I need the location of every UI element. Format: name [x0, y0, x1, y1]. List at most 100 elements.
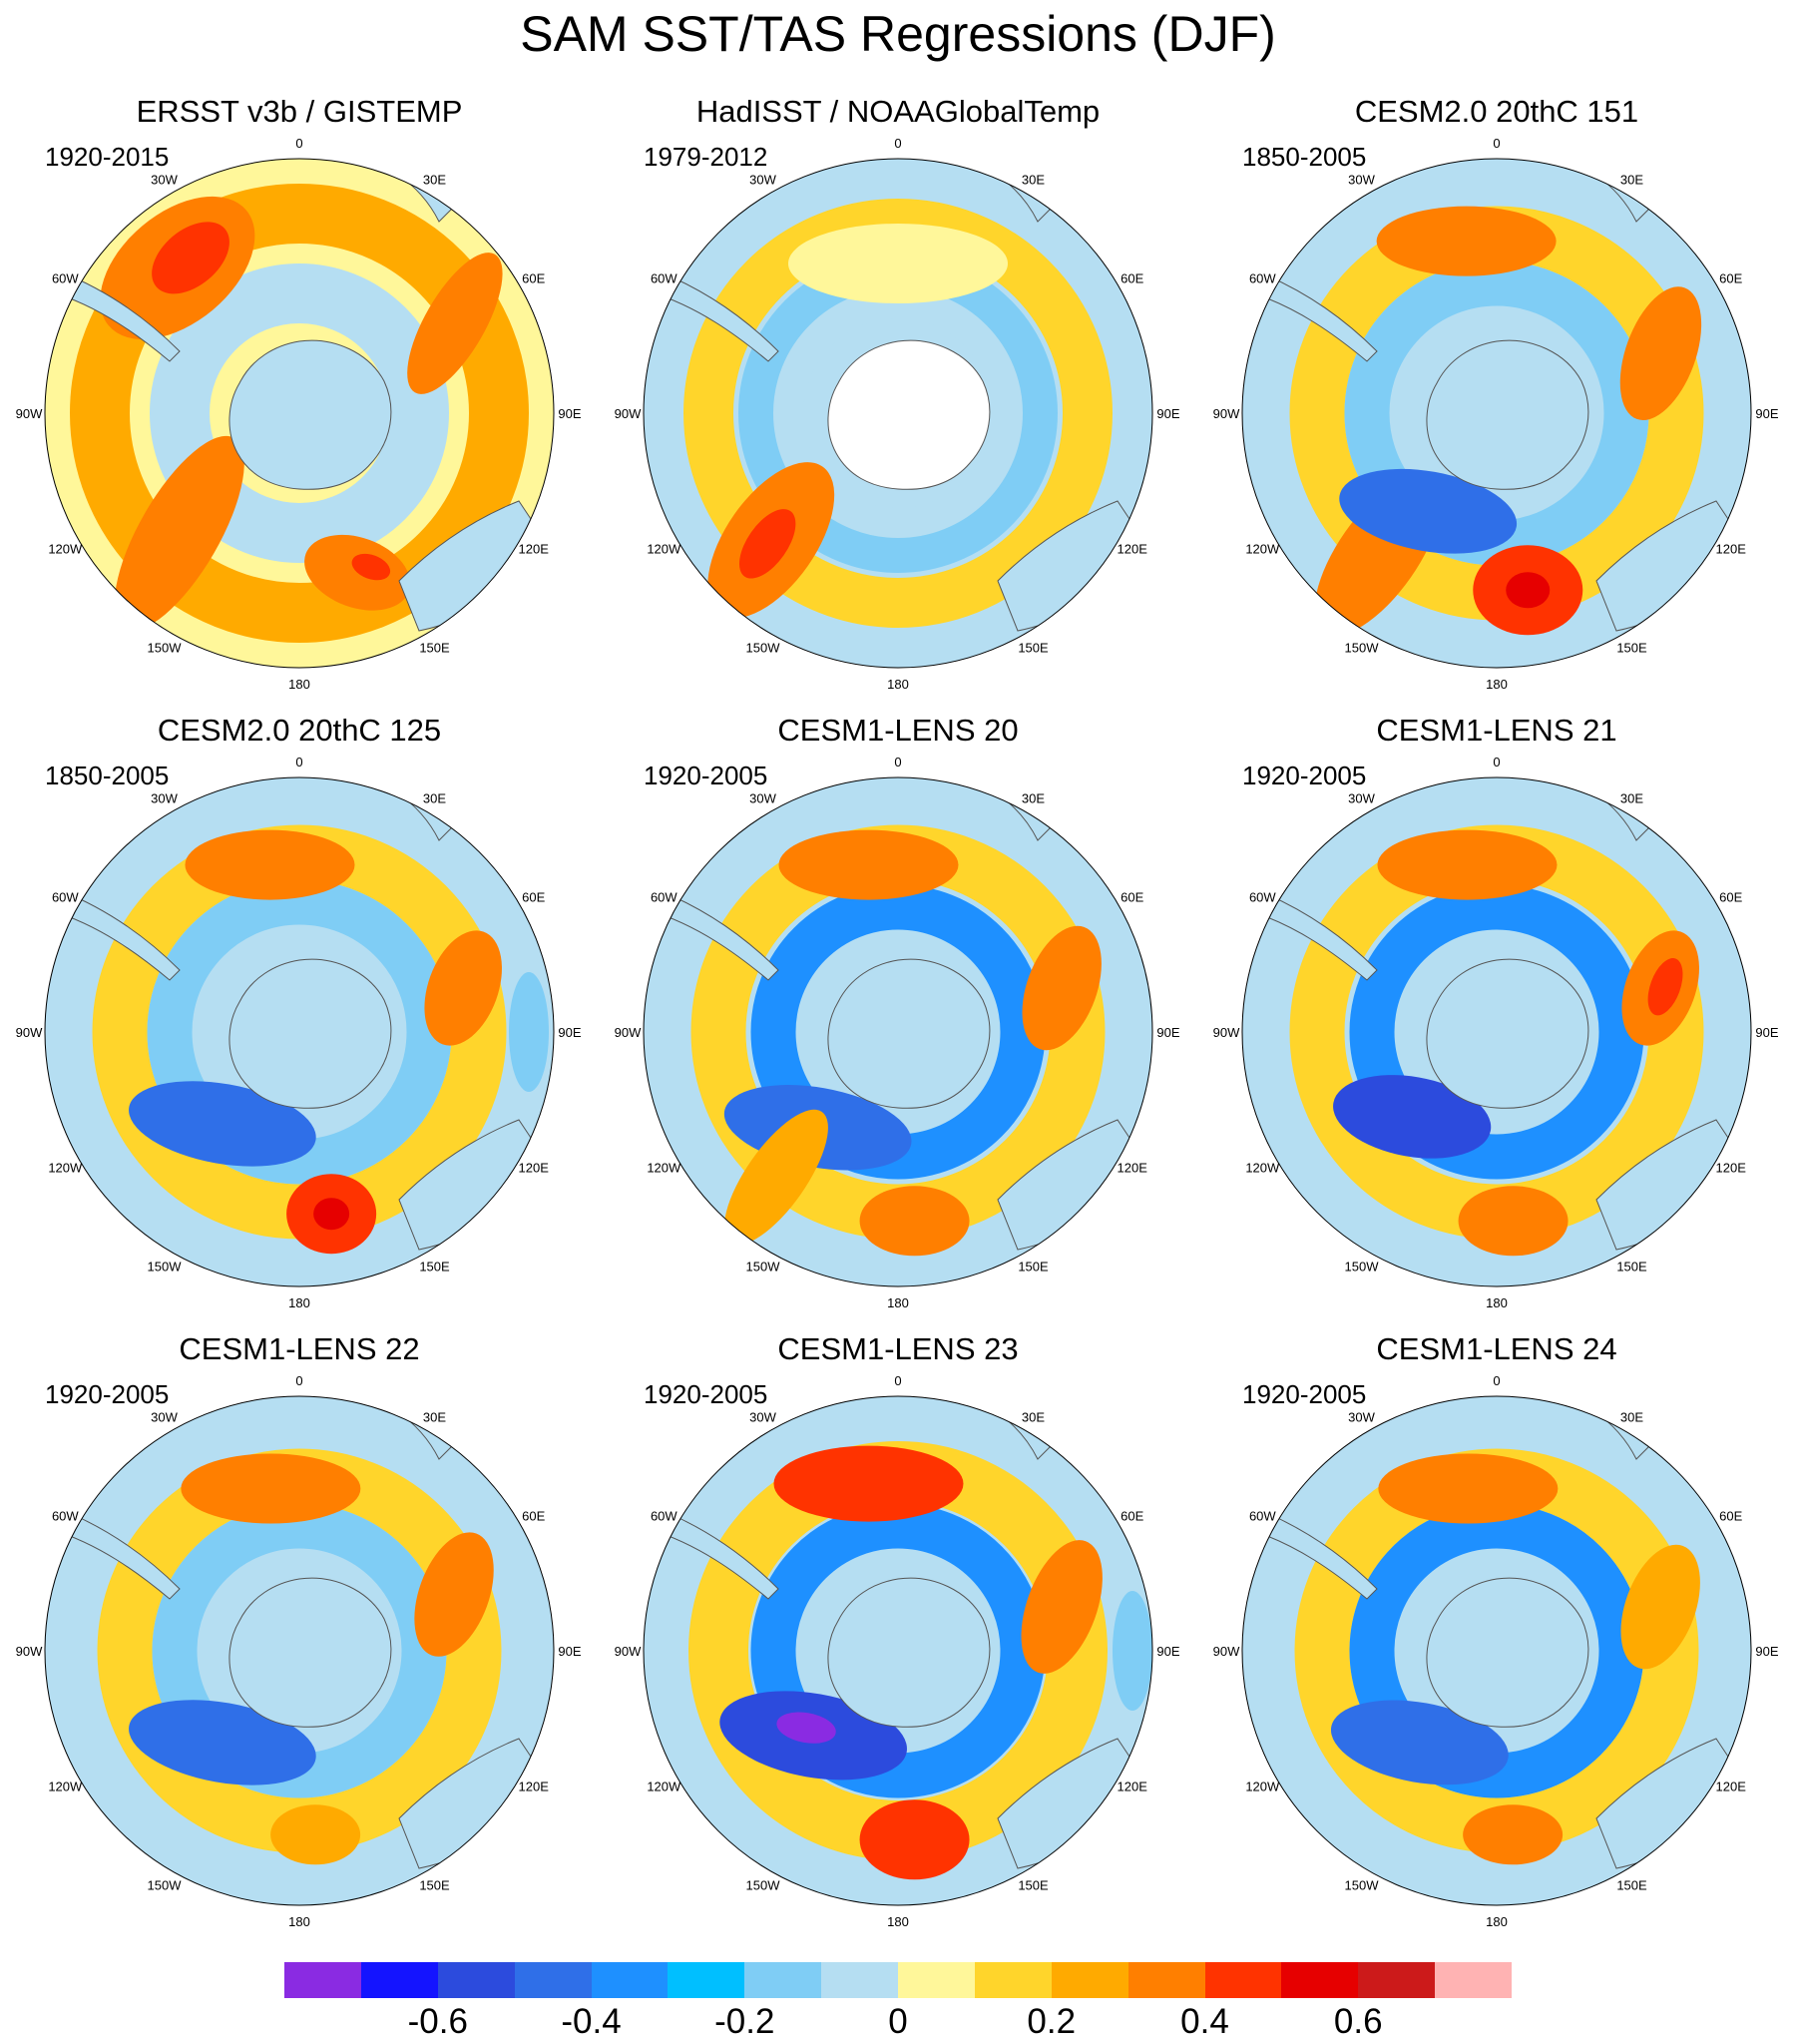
longitude-label: 180: [1486, 677, 1508, 692]
panel-title: CESM1-LENS 24: [1376, 1331, 1617, 1366]
anomaly-region: [1022, 925, 1102, 1051]
anomaly-region: [1339, 468, 1518, 554]
longitude-label: 30W: [1348, 790, 1375, 805]
longitude-label: 120W: [48, 1780, 83, 1794]
longitude-label: 150E: [1018, 1260, 1049, 1275]
longitude-label: 90E: [1156, 1025, 1179, 1040]
longitude-label: 60E: [522, 1509, 545, 1524]
colorbar-box: [1358, 1962, 1436, 1998]
panel-title: CESM1-LENS 20: [777, 713, 1019, 748]
map-boundary: [44, 1395, 555, 1906]
longitude-label: 90E: [1156, 406, 1179, 421]
longitude-label: 90E: [1755, 1025, 1778, 1040]
anomaly-region: [1113, 1591, 1152, 1711]
colorbar-tick-label: 0.2: [1027, 2002, 1077, 2041]
longitude-label: 90W: [16, 1025, 43, 1040]
longitude-label: 90W: [615, 1025, 642, 1040]
colorbar-tick-label: 0.4: [1180, 2002, 1229, 2041]
longitude-label: 0: [295, 755, 302, 769]
longitude-label: 90W: [1213, 1025, 1240, 1040]
longitude-label: 30W: [151, 172, 178, 187]
longitude-label: 180: [887, 1914, 909, 1929]
colorbar-box: [744, 1962, 822, 1998]
longitude-label: 0: [295, 136, 302, 151]
longitude-label: 30W: [1348, 172, 1375, 187]
anomaly-region: [509, 972, 549, 1092]
colorbar-tick-label: 0.6: [1333, 2002, 1383, 2041]
longitude-label: 150E: [419, 641, 450, 656]
antarctica-landmass: [1426, 958, 1589, 1109]
longitude-label: 150W: [148, 1878, 183, 1893]
longitude-label: 120E: [1118, 542, 1148, 557]
colorbar-tick-label: 0: [888, 2002, 908, 2041]
longitude-label: 120W: [647, 1161, 681, 1176]
colorbar-box: [437, 1962, 515, 1998]
longitude-label: 90E: [558, 1025, 581, 1040]
map-panel: HadISST / NOAAGlobalTemp 1979-2012 0 30E 6…: [599, 92, 1197, 711]
longitude-label: 120E: [519, 542, 550, 557]
longitude-label: 120E: [519, 1780, 550, 1794]
antarctica-landmass: [1426, 1577, 1589, 1728]
anomaly-field: [45, 777, 554, 1286]
longitude-label: 30E: [1620, 1409, 1643, 1424]
map-boundary: [643, 776, 1153, 1287]
panel-period: 1920-2005: [1242, 1379, 1367, 1409]
polar-map: 0 30E 60E 90E 120E 150E 180 150W 120W 90W 60W 30W: [1213, 755, 1779, 1310]
anomaly-ring: [1349, 1503, 1644, 1798]
longitude-label: 150W: [1345, 1260, 1380, 1275]
longitude-label: 180: [1486, 1914, 1508, 1929]
longitude-label: 30E: [1620, 790, 1643, 805]
longitude-label: 60E: [1719, 271, 1742, 286]
longitude-label: 120W: [647, 1780, 681, 1794]
panel-title: ERSST v3b / GISTEMP: [136, 94, 463, 129]
polar-map: 0 30E 60E 90E 120E 150E 180 150W 120W 90W 60W 30W: [16, 136, 582, 692]
longitude-label: 60W: [651, 1509, 677, 1524]
longitude-label: 120W: [1245, 1780, 1280, 1794]
anomaly-region: [773, 1445, 964, 1522]
anomaly-field: [644, 159, 1152, 668]
longitude-label: 60W: [1249, 1509, 1276, 1524]
anomaly-region: [1620, 1544, 1700, 1670]
polar-map: 0 30E 60E 90E 120E 150E 180 150W 120W 90W 60W 30W: [615, 136, 1180, 692]
anomaly-region: [181, 1453, 361, 1524]
longitude-label: 30E: [423, 172, 446, 187]
longitude-label: 180: [887, 677, 909, 692]
longitude-label: 120W: [647, 542, 681, 557]
anomaly-region: [424, 930, 502, 1046]
panel-period: 1920-2005: [644, 761, 768, 790]
longitude-label: 0: [1493, 755, 1500, 769]
map-panel: CESM1-LENS 23 1920-2005 0 30E 60E 90E 120E 15…: [599, 1329, 1197, 1948]
longitude-label: 90W: [1213, 406, 1240, 421]
colorbar-box: [898, 1962, 975, 1998]
longitude-label: 30E: [423, 1409, 446, 1424]
longitude-label: 30W: [151, 1409, 178, 1424]
longitude-label: 60W: [1249, 890, 1276, 905]
longitude-label: 30E: [1620, 172, 1643, 187]
anomaly-ring: [70, 184, 529, 643]
longitude-label: 0: [894, 136, 901, 151]
longitude-label: 150W: [746, 1878, 781, 1893]
anomaly-field: [45, 1396, 554, 1905]
longitude-label: 30E: [423, 790, 446, 805]
panel-period: 1920-2005: [644, 1379, 768, 1409]
anomaly-field: [1242, 159, 1751, 668]
longitude-label: 0: [894, 1373, 901, 1388]
longitude-label: 90W: [16, 1644, 43, 1659]
anomaly-region: [778, 829, 959, 900]
longitude-label: 120W: [48, 542, 83, 557]
anomaly-region: [129, 1081, 316, 1167]
longitude-label: 30E: [1022, 1409, 1045, 1424]
colorbar-box: [514, 1962, 592, 1998]
map-boundary: [643, 1395, 1153, 1906]
anomaly-region: [185, 829, 355, 900]
anomaly-region: [270, 1804, 361, 1865]
anomaly-region: [1458, 1186, 1569, 1257]
anomaly-region: [1647, 958, 1683, 1016]
map-panel: CESM2.0 20thC 151 1850-2005 0 30E 60E 90E 12…: [1197, 92, 1796, 711]
anomaly-field: [1242, 777, 1751, 1286]
anomaly-region: [129, 1700, 316, 1786]
anomaly-region: [313, 1198, 350, 1231]
longitude-label: 150W: [746, 1260, 781, 1275]
colorbar-box: [1435, 1962, 1512, 1998]
longitude-label: 60E: [1719, 1509, 1742, 1524]
